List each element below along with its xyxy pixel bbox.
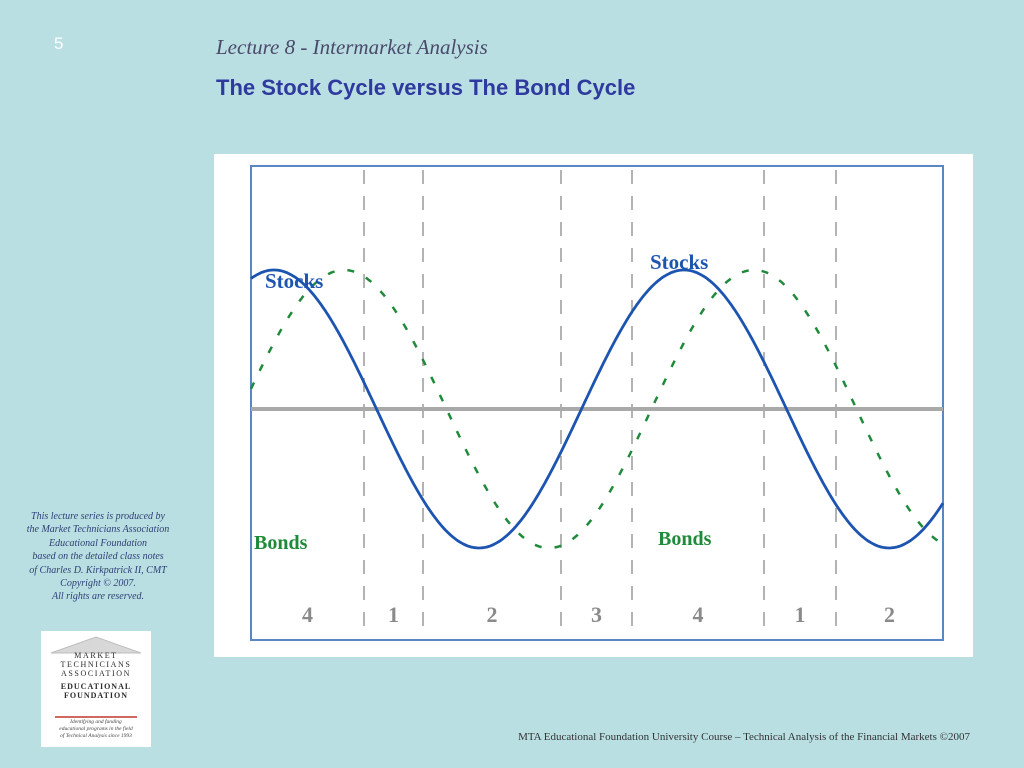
credits-line: All rights are reserved. [51, 591, 145, 603]
logo-tagline: Identifying and funding [70, 719, 122, 725]
logo-tagline: educational programs in the field [59, 726, 133, 732]
footer-text: MTA Educational Foundation University Co… [518, 731, 970, 743]
stage-label: 4 [302, 602, 313, 627]
credits-line: Educational Foundation [48, 537, 148, 549]
stage-label: 2 [487, 602, 498, 627]
stage-label: 1 [795, 602, 806, 627]
credits-block: This lecture series is produced by the M… [10, 510, 186, 604]
stage-label: 4 [693, 602, 704, 627]
logo-line: TECHNICIANS [60, 660, 132, 669]
bonds-series-line [249, 268, 944, 550]
chart-frame [250, 165, 944, 641]
credits-line: This lecture series is produced by [31, 511, 165, 522]
credits-line: of Charles D. Kirkpatrick II, CMT [29, 564, 167, 576]
credits-line: Copyright © 2007. [60, 578, 136, 590]
cycle-chart-svg: Stocks Stocks Bonds Bonds 4 1 2 3 4 1 2 [249, 165, 945, 641]
stocks-label-left: Stocks [265, 269, 323, 293]
bonds-label-right: Bonds [658, 528, 712, 550]
stage-label: 3 [591, 602, 602, 627]
slide-title: The Stock Cycle versus The Bond Cycle [216, 75, 636, 100]
logo-tagline: of Technical Analysis since 1993 [60, 733, 132, 739]
mta-foundation-logo: MARKET TECHNICIANS ASSOCIATION EDUCATION… [41, 631, 151, 747]
slide-subtitle: Lecture 8 - Intermarket Analysis [216, 35, 488, 59]
stage-label: 1 [388, 602, 399, 627]
logo-line: FOUNDATION [63, 691, 129, 700]
logo-building-icon [50, 636, 142, 718]
bonds-label-left: Bonds [254, 532, 308, 554]
cycle-chart: Stocks Stocks Bonds Bonds 4 1 2 3 4 1 2 [214, 154, 973, 657]
credits-line: the Market Technicians Association [26, 524, 170, 536]
stocks-series-line [250, 268, 945, 550]
credits-line: based on the detailed class notes [32, 551, 164, 563]
logo-line: EDUCATIONAL [60, 682, 132, 691]
logo-line: MARKET [74, 651, 118, 660]
stocks-label-right: Stocks [650, 250, 708, 274]
slide-number: 5 [54, 34, 64, 53]
stage-label: 2 [884, 602, 895, 627]
logo-line: ASSOCIATION [60, 669, 132, 678]
